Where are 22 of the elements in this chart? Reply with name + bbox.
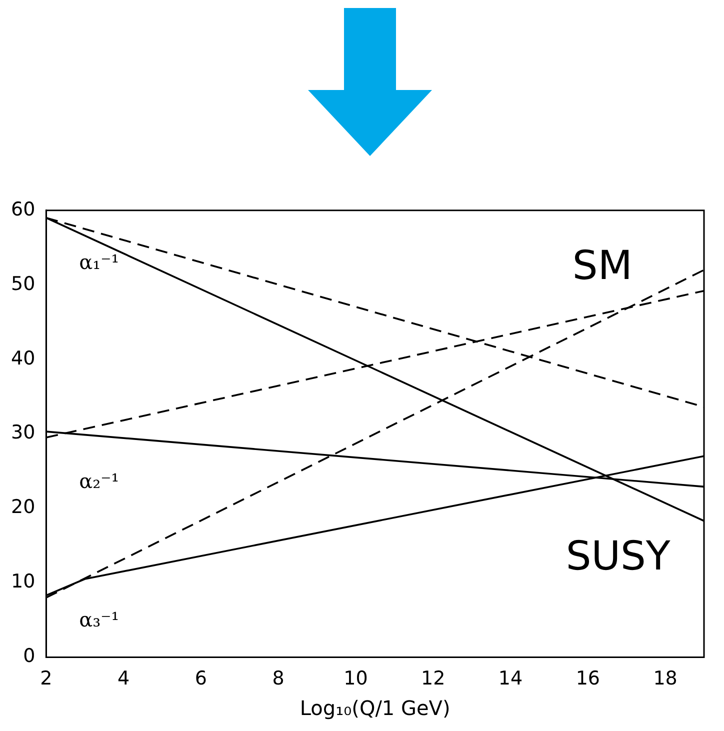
annotation: α₁⁻¹ — [79, 250, 120, 274]
annotation: SUSY — [566, 533, 671, 580]
y-tick-label: 40 — [10, 347, 36, 370]
x-tick-label: 2 — [40, 668, 52, 690]
y-tick-label: 0 — [23, 645, 36, 668]
annotation: SM — [572, 242, 632, 289]
x-axis-title: Log₁₀(Q/1 GeV) — [300, 696, 450, 720]
x-tick-label: 14 — [498, 668, 523, 690]
x-tick-label: 6 — [194, 668, 208, 690]
annotation: α₃⁻¹ — [79, 608, 120, 632]
y-tick-label: 10 — [10, 570, 36, 593]
y-tick-label: 30 — [10, 422, 36, 444]
y-tick-label: 50 — [10, 272, 36, 295]
x-tick-label: 12 — [421, 668, 446, 690]
annotation: α₂⁻¹ — [79, 469, 120, 494]
x-tick-label: 8 — [272, 668, 284, 690]
y-tick-label: 60 — [10, 198, 36, 220]
x-tick-label: 18 — [653, 668, 678, 690]
x-tick-label: 10 — [344, 668, 368, 690]
y-tick-label: 20 — [10, 496, 36, 518]
x-tick-label: 16 — [576, 668, 600, 690]
x-tick-label: 4 — [118, 668, 130, 690]
